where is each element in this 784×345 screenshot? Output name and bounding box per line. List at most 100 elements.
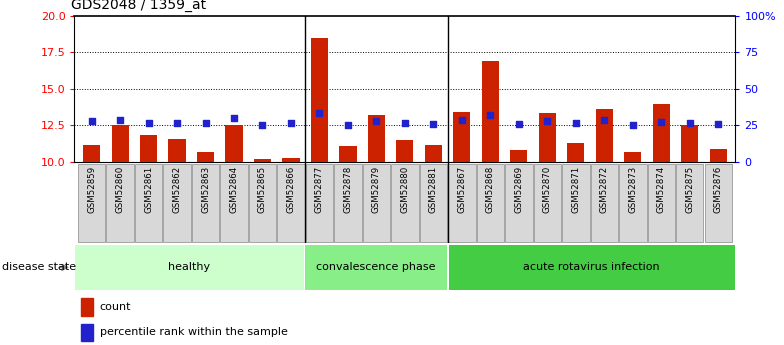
Text: GSM52865: GSM52865	[258, 165, 267, 213]
Point	[570, 120, 583, 125]
Bar	[140, 135, 157, 162]
Bar	[710, 149, 727, 162]
Point	[342, 123, 354, 128]
Point	[684, 120, 696, 126]
Bar	[510, 150, 528, 162]
FancyBboxPatch shape	[705, 164, 732, 242]
Text: GSM52878: GSM52878	[343, 165, 353, 213]
FancyBboxPatch shape	[192, 164, 220, 242]
Text: GSM52862: GSM52862	[172, 165, 182, 213]
Text: convalescence phase: convalescence phase	[317, 263, 436, 272]
FancyBboxPatch shape	[448, 245, 735, 289]
Text: GDS2048 / 1359_at: GDS2048 / 1359_at	[71, 0, 205, 12]
Text: healthy: healthy	[169, 263, 210, 272]
Bar	[226, 126, 242, 162]
FancyBboxPatch shape	[163, 164, 191, 242]
Text: GSM52866: GSM52866	[286, 165, 296, 213]
Point	[285, 120, 297, 125]
Bar	[539, 113, 556, 162]
FancyBboxPatch shape	[305, 245, 448, 289]
Point	[398, 120, 411, 125]
Bar	[197, 152, 214, 162]
Point	[541, 118, 554, 124]
Text: acute rotavirus infection: acute rotavirus infection	[524, 263, 660, 272]
Bar	[568, 143, 584, 162]
Bar	[282, 158, 299, 162]
Text: GSM52872: GSM52872	[600, 165, 609, 213]
Bar	[81, 324, 93, 341]
Point	[142, 120, 154, 125]
Bar	[681, 126, 699, 162]
Bar	[254, 159, 271, 162]
Point	[85, 118, 98, 124]
Text: GSM52867: GSM52867	[457, 165, 466, 213]
Text: GSM52880: GSM52880	[401, 165, 409, 213]
FancyBboxPatch shape	[220, 164, 248, 242]
Bar	[368, 115, 385, 162]
Point	[712, 121, 724, 127]
FancyBboxPatch shape	[334, 164, 361, 242]
Text: GSM52864: GSM52864	[230, 165, 238, 213]
Point	[171, 120, 183, 125]
Bar	[425, 145, 442, 162]
Bar	[453, 112, 470, 162]
FancyBboxPatch shape	[278, 164, 305, 242]
Point	[114, 117, 126, 122]
Bar	[169, 139, 186, 162]
Text: GSM52879: GSM52879	[372, 165, 381, 213]
Bar	[397, 140, 413, 162]
Point	[598, 118, 611, 123]
Bar	[624, 152, 641, 162]
FancyBboxPatch shape	[590, 164, 618, 242]
FancyBboxPatch shape	[448, 164, 476, 242]
Point	[313, 110, 325, 116]
Bar	[596, 109, 613, 162]
Text: disease state: disease state	[2, 263, 76, 272]
FancyBboxPatch shape	[648, 164, 675, 242]
Point	[370, 118, 383, 124]
FancyBboxPatch shape	[676, 164, 703, 242]
Text: GSM52876: GSM52876	[713, 165, 723, 213]
FancyBboxPatch shape	[534, 164, 561, 242]
Point	[256, 122, 269, 128]
Text: GSM52881: GSM52881	[429, 165, 438, 213]
Text: GSM52861: GSM52861	[144, 165, 153, 213]
FancyBboxPatch shape	[619, 164, 647, 242]
FancyBboxPatch shape	[107, 164, 134, 242]
Text: GSM52875: GSM52875	[685, 165, 695, 213]
Point	[655, 119, 668, 125]
Bar	[482, 61, 499, 162]
FancyBboxPatch shape	[391, 164, 419, 242]
FancyBboxPatch shape	[249, 164, 276, 242]
Text: GSM52874: GSM52874	[657, 165, 666, 213]
Point	[626, 123, 639, 128]
FancyBboxPatch shape	[363, 164, 390, 242]
Text: GSM52860: GSM52860	[115, 165, 125, 213]
Text: GSM52870: GSM52870	[543, 165, 552, 213]
Point	[513, 121, 525, 127]
Bar	[311, 38, 328, 162]
Bar	[653, 104, 670, 162]
Text: GSM52863: GSM52863	[201, 165, 210, 213]
FancyBboxPatch shape	[505, 164, 532, 242]
FancyBboxPatch shape	[306, 164, 333, 242]
FancyBboxPatch shape	[78, 164, 105, 242]
FancyBboxPatch shape	[419, 164, 447, 242]
Text: GSM52871: GSM52871	[572, 165, 580, 213]
Point	[427, 121, 440, 127]
Text: percentile rank within the sample: percentile rank within the sample	[100, 327, 288, 337]
Bar	[83, 145, 100, 162]
FancyBboxPatch shape	[477, 164, 504, 242]
Bar	[339, 146, 357, 162]
Bar	[81, 298, 93, 316]
Text: GSM52877: GSM52877	[315, 165, 324, 213]
Text: GSM52859: GSM52859	[87, 165, 96, 213]
Text: GSM52873: GSM52873	[628, 165, 637, 213]
Point	[227, 115, 240, 121]
FancyBboxPatch shape	[562, 164, 590, 242]
Point	[199, 120, 212, 125]
FancyBboxPatch shape	[135, 164, 162, 242]
Point	[485, 112, 497, 118]
Text: GSM52869: GSM52869	[514, 165, 524, 213]
Bar	[111, 126, 129, 162]
